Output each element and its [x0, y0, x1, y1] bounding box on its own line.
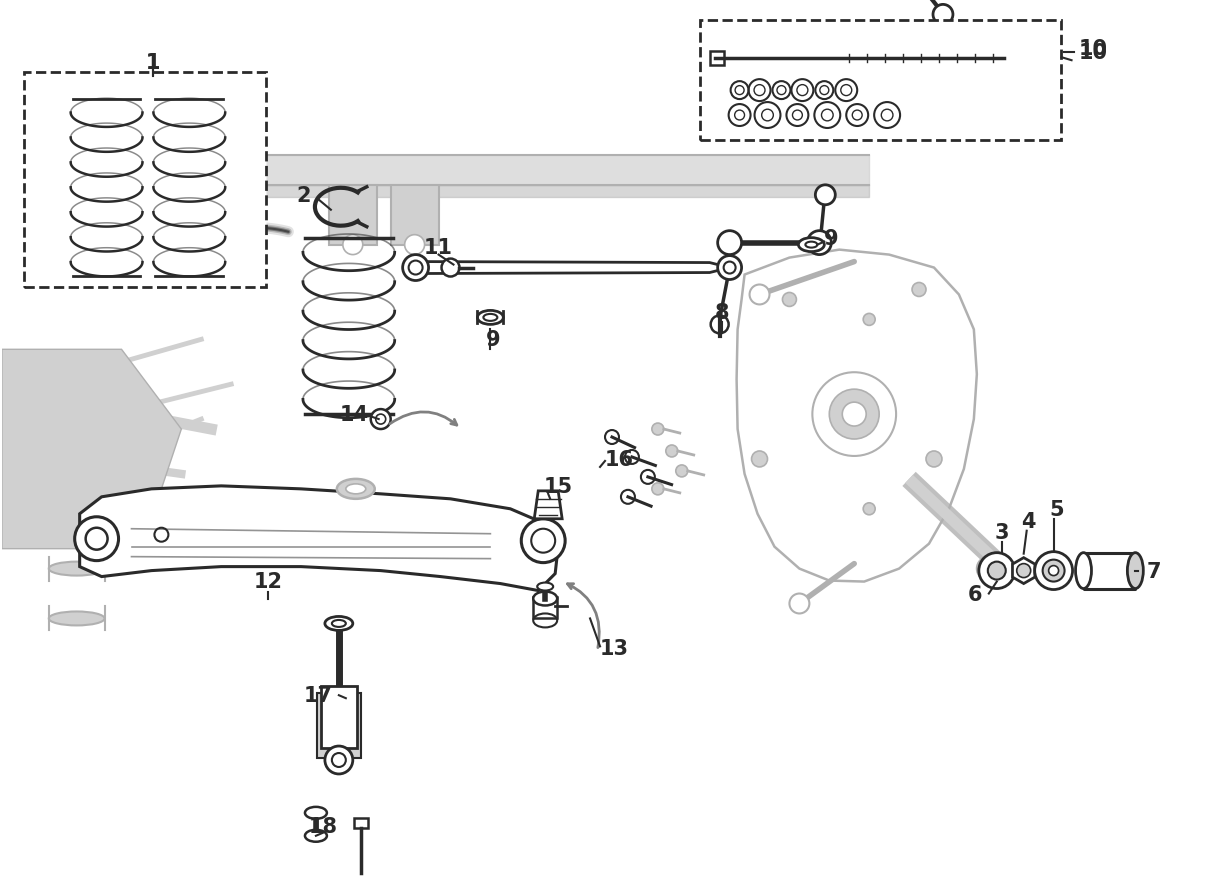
Text: 18: 18: [308, 816, 337, 835]
Circle shape: [676, 465, 688, 478]
Circle shape: [749, 285, 770, 305]
Ellipse shape: [49, 562, 105, 576]
Circle shape: [652, 484, 664, 495]
Text: 11: 11: [424, 237, 453, 257]
Ellipse shape: [537, 583, 553, 591]
Circle shape: [979, 553, 1015, 589]
Circle shape: [864, 503, 876, 515]
Circle shape: [521, 519, 565, 563]
Ellipse shape: [74, 517, 118, 561]
Polygon shape: [535, 492, 563, 519]
Ellipse shape: [49, 611, 105, 626]
Text: 7: 7: [1146, 561, 1161, 581]
Polygon shape: [415, 262, 730, 275]
Ellipse shape: [799, 238, 825, 253]
Text: 14: 14: [340, 405, 369, 424]
Circle shape: [717, 256, 742, 280]
Text: 4: 4: [1022, 511, 1037, 531]
Circle shape: [370, 409, 391, 430]
Text: 15: 15: [543, 477, 572, 496]
Bar: [710, 52, 723, 66]
Ellipse shape: [325, 617, 353, 631]
Circle shape: [988, 562, 1006, 580]
Circle shape: [926, 452, 942, 468]
Circle shape: [864, 314, 876, 326]
Polygon shape: [2, 350, 181, 549]
Text: 5: 5: [1049, 499, 1063, 519]
Text: 17: 17: [303, 686, 333, 705]
Circle shape: [808, 231, 832, 255]
Bar: [329, 185, 376, 245]
Text: 9: 9: [825, 229, 839, 248]
Circle shape: [325, 746, 353, 774]
Text: 12: 12: [253, 571, 283, 591]
Bar: [320, 687, 357, 748]
Circle shape: [815, 185, 836, 206]
Ellipse shape: [1075, 553, 1091, 589]
Circle shape: [717, 231, 742, 255]
Bar: [533, 597, 557, 618]
Text: 10: 10: [1078, 43, 1107, 63]
Circle shape: [403, 255, 429, 281]
Bar: [24, 73, 266, 288]
Circle shape: [782, 293, 797, 307]
Ellipse shape: [346, 485, 365, 494]
Polygon shape: [1012, 558, 1035, 584]
Circle shape: [752, 452, 767, 468]
Circle shape: [1017, 564, 1030, 578]
Bar: [1084, 553, 1135, 589]
Circle shape: [605, 431, 619, 445]
Circle shape: [652, 424, 664, 436]
Ellipse shape: [477, 311, 503, 325]
Text: 2: 2: [296, 185, 311, 206]
Circle shape: [641, 470, 655, 485]
Text: 9: 9: [486, 330, 501, 350]
Text: 1: 1: [146, 53, 161, 74]
Bar: [353, 818, 368, 828]
Text: 13: 13: [600, 639, 628, 658]
Circle shape: [843, 402, 866, 426]
Circle shape: [710, 316, 728, 334]
Circle shape: [829, 390, 879, 439]
Text: 3: 3: [995, 522, 1009, 542]
Circle shape: [625, 450, 639, 464]
Circle shape: [977, 557, 1001, 581]
Ellipse shape: [533, 592, 557, 606]
Text: 6: 6: [967, 584, 982, 604]
Circle shape: [666, 446, 677, 457]
Circle shape: [1043, 560, 1065, 582]
Polygon shape: [79, 486, 558, 591]
Circle shape: [812, 373, 896, 456]
Circle shape: [621, 490, 635, 504]
Circle shape: [342, 236, 363, 255]
Text: 8: 8: [715, 303, 728, 323]
Ellipse shape: [337, 479, 375, 499]
Circle shape: [1049, 566, 1058, 576]
Ellipse shape: [304, 830, 326, 842]
Circle shape: [912, 284, 926, 297]
Circle shape: [1034, 552, 1073, 590]
Text: 10: 10: [1078, 39, 1107, 59]
Circle shape: [404, 236, 425, 255]
Text: 1: 1: [146, 53, 161, 74]
Circle shape: [442, 260, 459, 277]
Polygon shape: [737, 251, 977, 582]
Bar: [699, 21, 1061, 141]
Bar: [391, 185, 438, 245]
Bar: [317, 694, 361, 758]
Ellipse shape: [1128, 553, 1144, 589]
Circle shape: [933, 5, 952, 26]
Ellipse shape: [304, 807, 326, 819]
Circle shape: [789, 594, 810, 614]
Text: 16: 16: [605, 449, 635, 470]
